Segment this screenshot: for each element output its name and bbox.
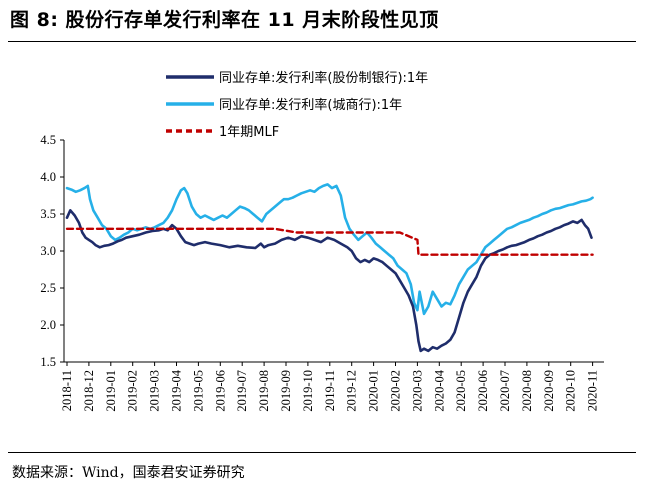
legend-item-city-commercial-bank: 同业存单:发行利率(城商行):1年 [166,97,402,113]
x-tick-label: 2019-09 [279,370,293,412]
chart-axes: 1.5 2.0 2.5 3.0 3.5 4.0 4.5 2018-11 2018-12 2019-… [40,133,604,412]
legend-label: 同业存单:发行利率(城商行):1年 [219,97,402,113]
x-tick-label: 2020-05 [454,370,468,412]
series-line-mlf [65,227,594,256]
x-tick-label: 2019-08 [257,370,271,412]
x-tick-label: 2019-07 [235,370,249,412]
x-tick-label: 2018-12 [82,370,96,412]
x-tick-label: 2019-06 [213,370,227,412]
y-tick-label: 4.0 [40,170,56,184]
x-tick-label: 2020-04 [432,369,446,411]
y-tick-label: 2.0 [40,318,56,332]
x-tick-label: 2020-06 [476,370,490,412]
x-tick-label: 2019-04 [170,369,184,411]
y-tick-label: 2.5 [40,281,56,295]
x-tick-label: 2020-02 [389,370,403,412]
x-tick-label: 2020-03 [410,370,424,412]
x-tick-label: 2020-08 [520,370,534,412]
x-tick-label: 2020-11 [586,370,600,411]
x-tick-label: 2020-07 [498,370,512,412]
title-rule [8,41,636,42]
figure-title: 图 8: 股份行存单发行利率在 11 月末阶段性见顶 [10,9,439,31]
legend-item-mlf: 1年期MLF [166,125,279,140]
x-tick-label: 2019-03 [148,370,162,412]
legend-label: 1年期MLF [219,125,279,140]
x-tick-label: 2020-10 [564,370,578,412]
x-tick-label: 2019-10 [301,370,315,412]
data-source-note: 数据来源：Wind，国泰君安证券研究 [12,465,245,481]
legend-item-joint-stock-bank: 同业存单:发行利率(股份制银行):1年 [166,70,428,86]
line-chart: 1.5 2.0 2.5 3.0 3.5 4.0 4.5 2018-11 2018-12 2019-… [40,70,604,412]
source-rule [8,452,636,453]
x-tick-label: 2019-11 [323,370,337,411]
x-tick-label: 2018-11 [60,370,74,411]
chart-series [65,183,594,353]
y-tick-label: 3.5 [40,207,56,221]
y-tick-label: 1.5 [40,355,56,369]
x-tick-label: 2019-02 [126,370,140,412]
legend-label: 同业存单:发行利率(股份制银行):1年 [219,70,428,86]
x-tick-label: 2019-12 [345,370,359,412]
x-tick-label: 2020-01 [367,370,381,412]
y-tick-label: 3.0 [40,244,56,258]
x-tick-label: 2019-05 [191,370,205,412]
series-line-city-commercial-bank [65,183,594,316]
x-tick-label: 2019-01 [104,370,118,412]
series-line-joint-stock-bank [65,209,593,353]
y-tick-label: 4.5 [40,133,56,147]
x-tick-label: 2020-09 [542,370,556,412]
